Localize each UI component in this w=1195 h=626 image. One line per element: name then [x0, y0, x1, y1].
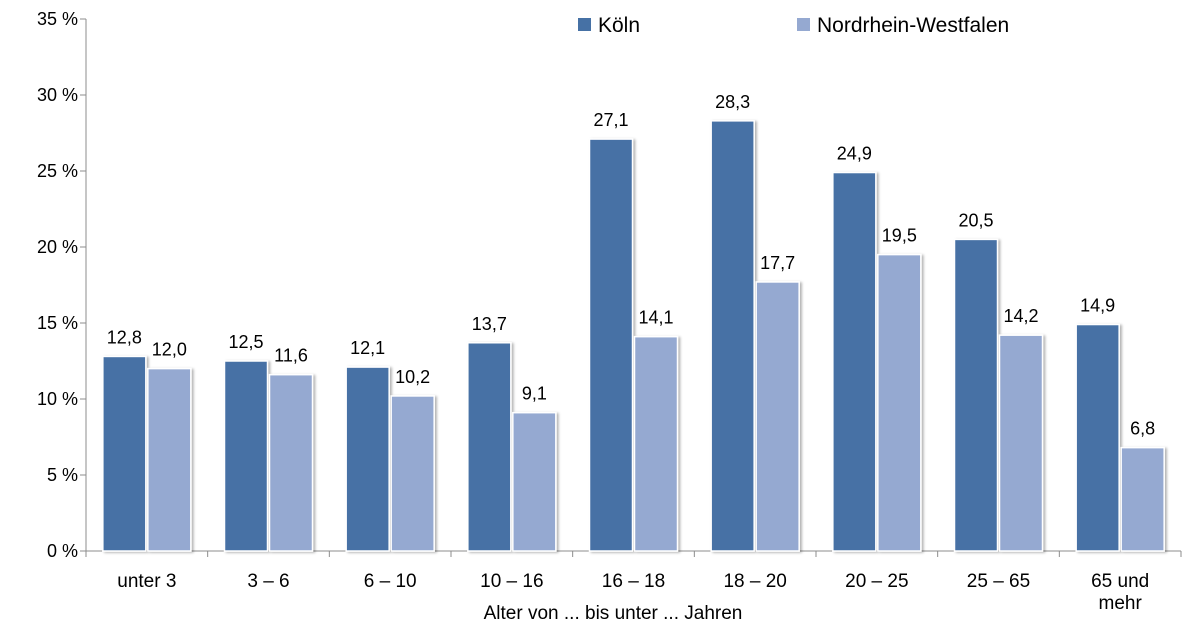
data-label: 6,8	[1130, 419, 1155, 439]
bar	[633, 335, 679, 552]
data-label: 28,3	[715, 92, 750, 112]
legend-label: Köln	[598, 14, 640, 37]
bar	[147, 367, 192, 552]
bar	[877, 253, 922, 552]
bar	[102, 355, 147, 552]
x-tick-label: 10 – 16	[480, 571, 543, 592]
legend-swatch	[797, 18, 810, 31]
value-labels: 12,8 12,5 12,1 13,7 27,1 28,3 24,9 20,5 14,9 12,0…	[107, 92, 1155, 439]
data-label: 20,5	[958, 210, 993, 230]
y-tick-label: 30 %	[37, 85, 78, 105]
x-tick-label: 6 – 10	[364, 571, 417, 592]
data-label: 27,1	[593, 110, 628, 130]
x-tick-label: 3 – 6	[247, 571, 289, 592]
bar	[345, 366, 390, 552]
legend-swatch	[578, 18, 591, 31]
x-tick-label: unter 3	[117, 571, 176, 592]
bar	[467, 342, 512, 552]
y-tick-label: 20 %	[37, 237, 78, 257]
x-tick-label: 20 – 25	[845, 571, 908, 592]
data-label: 11,6	[274, 346, 308, 366]
y-tick-label: 25 %	[37, 161, 78, 181]
bar	[953, 238, 999, 552]
data-label: 12,5	[228, 332, 263, 352]
data-label: 14,9	[1080, 296, 1115, 316]
bar	[755, 281, 800, 552]
y-axis: 0 % 5 % 10 % 15 % 20 % 25 % 30 % 35 %	[37, 9, 87, 561]
x-tick-label: 16 – 18	[602, 571, 665, 592]
x-tick-label: mehr	[1099, 593, 1143, 614]
data-label: 24,9	[837, 144, 872, 164]
x-tick-label: 65 und	[1091, 571, 1149, 592]
y-tick-label: 10 %	[37, 389, 78, 409]
x-axis: unter 3 3 – 6 6 – 10 10 – 16 16 – 18 18 – 20 2…	[85, 550, 1182, 614]
bar	[1120, 446, 1165, 552]
data-label: 13,7	[472, 314, 507, 334]
bar	[1075, 323, 1120, 552]
bar	[512, 411, 557, 552]
data-label: 12,8	[107, 327, 142, 347]
bar	[390, 395, 435, 552]
bars	[102, 120, 1165, 552]
bar	[588, 138, 634, 552]
x-tick-label: 25 – 65	[967, 571, 1030, 592]
data-label: 12,1	[350, 338, 385, 358]
data-label: 9,1	[522, 384, 547, 404]
y-tick-label: 5 %	[47, 465, 78, 485]
data-label: 19,5	[882, 226, 917, 246]
bar	[710, 120, 755, 552]
bar	[268, 373, 314, 552]
y-tick-label: 15 %	[37, 313, 78, 333]
x-tick-label: 18 – 20	[723, 571, 786, 592]
data-label: 10,2	[395, 367, 430, 387]
data-label: 14,1	[638, 308, 673, 328]
y-tick-label: 0 %	[47, 541, 78, 561]
x-axis-title: Alter von ... bis unter ... Jahren	[484, 603, 743, 624]
data-label: 17,7	[760, 253, 795, 273]
bar	[832, 171, 877, 552]
data-label: 14,2	[1003, 306, 1038, 326]
data-label: 12,0	[152, 340, 187, 360]
legend-label: Nordrhein-Westfalen	[817, 14, 1009, 37]
bar	[223, 360, 269, 552]
y-tick-label: 35 %	[37, 9, 78, 29]
bar	[998, 334, 1044, 552]
legend: Köln Nordrhein-Westfalen	[578, 14, 1009, 37]
